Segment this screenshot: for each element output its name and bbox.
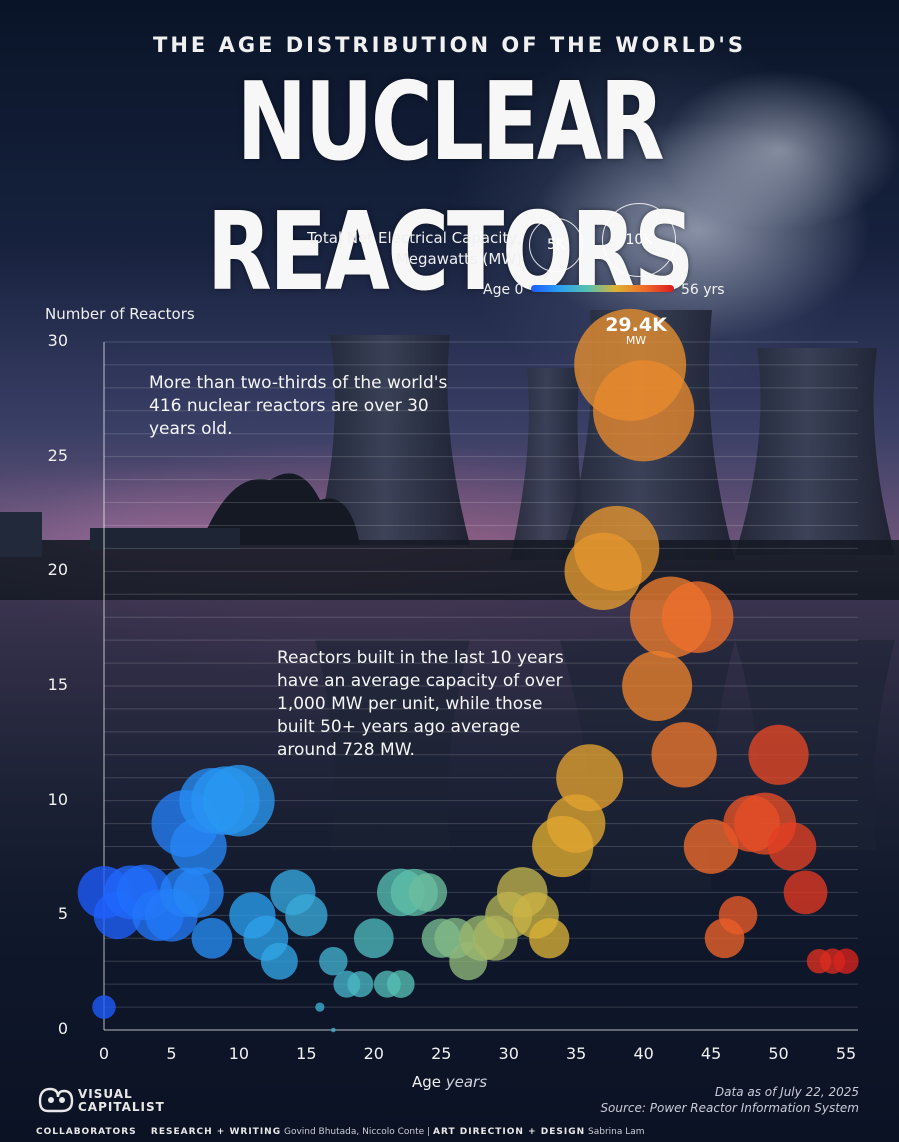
building (0, 512, 42, 557)
research-label: RESEARCH + WRITING (150, 1127, 282, 1137)
reactor-bubble (529, 918, 570, 959)
cooling-tower (735, 348, 895, 555)
design-names: Sabrina Lam (588, 1127, 645, 1137)
brand-line-1: VISUAL (78, 1087, 133, 1101)
x-axis-label-text: Age (411, 1073, 441, 1091)
reactor-bubble (203, 764, 275, 837)
x-tick-label: 40 (633, 1044, 654, 1063)
tower-reflection (315, 640, 470, 850)
cooling-tower (315, 335, 470, 545)
x-axis-label-unit: years (445, 1073, 488, 1091)
source-text: Source: Power Reactor Information System (600, 1101, 859, 1115)
building (90, 528, 240, 550)
annotation-two-thirds: More than two-thirds of the world's 416 … (149, 373, 448, 439)
reactor-bubble (285, 894, 328, 937)
source-note: Data as of July 22, 2025 Source: Power R… (600, 1084, 859, 1116)
steam-cloud (660, 70, 899, 230)
header-subtitle: THE AGE DISTRIBUTION OF THE WORLD'S (153, 33, 746, 57)
x-tick-label: 35 (565, 1044, 587, 1063)
y-tick-label: 0 (57, 1019, 68, 1038)
reactor-bubble (319, 946, 348, 976)
brand-name: VISUAL CAPITALIST (78, 1088, 165, 1114)
legend-color-end: 56 yrs (681, 282, 725, 298)
legend-size-large: 10K (602, 203, 676, 277)
reactor-bubble (92, 995, 116, 1019)
reactor-bubble (574, 505, 660, 591)
reactor-bubble (191, 917, 233, 959)
visual-capitalist-logo-icon (38, 1087, 74, 1113)
cooling-tower (510, 368, 590, 560)
y-tick-label: 25 (47, 445, 68, 465)
y-tick-label: 15 (47, 675, 68, 694)
reactor-bubble (408, 873, 448, 912)
reactor-bubble (833, 948, 859, 974)
design-label: ART DIRECTION + DESIGN (433, 1127, 586, 1137)
collaborators-label: COLLABORATORS (36, 1127, 137, 1137)
reactor-bubble (331, 1027, 336, 1033)
reactor-bubble (622, 650, 693, 722)
annotation-capacity: Reactors built in the last 10 years have… (277, 648, 564, 760)
x-tick-label: 30 (498, 1044, 519, 1063)
x-axis-label: Age years (0, 1073, 899, 1091)
x-tick-label: 25 (431, 1044, 452, 1063)
header-title: NUCLEAR REACTORS (206, 60, 695, 315)
reactor-bubble (556, 744, 624, 812)
reactor-bubble (767, 822, 817, 871)
credits: COLLABORATORS RESEARCH + WRITING Govind … (36, 1127, 645, 1137)
y-axis-label: Number of Reactors (45, 305, 195, 323)
credits-separator: | (427, 1127, 431, 1137)
reactor-bubble (651, 722, 717, 788)
reactor-bubble (783, 870, 828, 915)
reactor-bubble (260, 942, 298, 980)
x-tick-label: 50 (768, 1044, 789, 1063)
legend-color-bar (531, 285, 674, 292)
x-tick-label: 10 (228, 1044, 250, 1063)
research-names: Govind Bhutada, Niccolo Conte (283, 1127, 425, 1137)
reactor-bubble (748, 724, 809, 785)
trees (200, 473, 360, 545)
x-tick-label: 45 (700, 1044, 722, 1063)
reactor-bubble (683, 819, 739, 874)
y-tick-label: 30 (47, 331, 68, 350)
reactor-bubble (593, 360, 695, 462)
y-tick-label: 5 (57, 904, 68, 924)
reactor-bubble (347, 971, 374, 998)
x-tick-label: 0 (98, 1044, 110, 1063)
reactor-bubble (353, 918, 394, 959)
reactor-bubble (661, 581, 734, 653)
y-tick-label: 20 (47, 560, 68, 580)
brand-line-2: CAPITALIST (78, 1100, 165, 1114)
reactor-bubble (718, 896, 758, 935)
reactor-bubble (315, 1002, 325, 1012)
reactor-bubble (386, 970, 415, 998)
y-tick-label: 10 (47, 789, 68, 809)
x-tick-label: 20 (363, 1044, 384, 1063)
legend-color-start: Age 0 (483, 282, 524, 298)
legend-size-title: Total Net Electrical Capacity, Megawatts… (307, 229, 522, 268)
data-date-note: Data as of July 22, 2025 (714, 1085, 859, 1099)
x-tick-label: 55 (835, 1044, 857, 1063)
legend-size-small: 5K (529, 218, 583, 272)
peak-value: 29.4K (605, 314, 667, 336)
reactor-bubble (173, 867, 224, 918)
x-tick-label: 15 (296, 1044, 317, 1063)
peak-unit: MW (625, 334, 647, 347)
x-tick-label: 5 (166, 1044, 177, 1063)
peak-label: 29.4K MW (588, 314, 684, 347)
